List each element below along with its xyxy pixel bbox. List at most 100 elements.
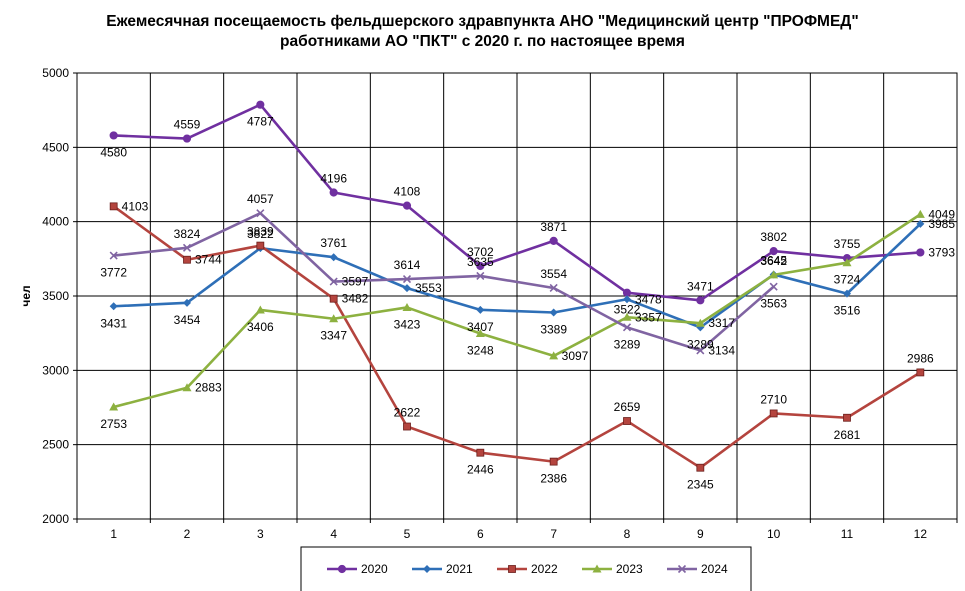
- data-label-2020: 4108: [394, 185, 421, 199]
- x-tick-label: 10: [767, 527, 781, 541]
- data-label-2022: 2986: [907, 351, 934, 365]
- data-labels: 4580 4559 4787 4196 4108 3702 3871 3522 3471 3802…: [100, 115, 955, 492]
- data-point-2023: [255, 305, 265, 314]
- x-tick-label: 12: [914, 527, 928, 541]
- data-label-2021: 3289: [687, 337, 714, 351]
- series-2020: [109, 100, 925, 305]
- data-point-2024: [109, 251, 118, 260]
- data-label-2023: 3642: [760, 254, 787, 268]
- x-axis: 1 2 3 4 5 6 7 8 9 10 11 12: [76, 519, 958, 541]
- legend-marker-2023: [592, 564, 602, 573]
- data-label-2021: 3431: [100, 316, 127, 330]
- data-label-2023: 3317: [708, 316, 735, 330]
- data-label-2024: 3772: [100, 266, 127, 280]
- data-point-2022: [256, 241, 265, 250]
- legend-item-2021: 2021: [412, 562, 473, 576]
- data-point-2021: [843, 289, 851, 298]
- data-point-2020: [402, 201, 412, 210]
- legend-label-2024: 2024: [701, 562, 728, 576]
- data-point-2024: [402, 274, 412, 284]
- x-tick-label: 2: [184, 527, 191, 541]
- data-label-2023: 2753: [100, 417, 127, 431]
- data-label-2020: 4559: [174, 118, 201, 132]
- data-point-2023: [622, 312, 632, 321]
- legend-marker-2021: [423, 565, 431, 573]
- data-label-2020: 4787: [247, 115, 274, 129]
- data-label-2021: 3407: [467, 320, 494, 334]
- data-label-2021: 3389: [540, 323, 567, 337]
- data-point-2021: [329, 253, 338, 262]
- series-line-2024: [113, 211, 775, 352]
- data-point-2022: [329, 294, 338, 303]
- x-tick-label: 11: [841, 527, 854, 541]
- data-point-2020: [329, 188, 338, 197]
- data-label-2021: 3761: [320, 236, 347, 250]
- data-label-2024: 3289: [614, 337, 641, 351]
- data-label-2022: 2345: [687, 478, 714, 492]
- data-point-2024: [182, 243, 192, 252]
- data-label-2023: 3347: [320, 329, 347, 343]
- data-label-2022: 2681: [834, 428, 861, 442]
- data-point-2024: [769, 282, 778, 291]
- data-point-2024: [696, 346, 705, 355]
- data-label-2021: 3478: [635, 292, 662, 306]
- data-point-2022: [549, 457, 558, 466]
- data-label-2021: 3553: [415, 281, 442, 295]
- data-label-2020: 4580: [100, 145, 127, 159]
- series-line-2020: [113, 103, 921, 302]
- data-point-2021: [623, 295, 631, 304]
- data-label-2024: 3134: [708, 343, 735, 357]
- data-label-2024: 3635: [467, 255, 494, 269]
- data-point-2022: [696, 463, 705, 472]
- data-label-2021: 3822: [247, 227, 274, 241]
- data-point-2022: [183, 255, 191, 264]
- data-label-2024: 3614: [394, 258, 421, 272]
- data-point-2022: [623, 417, 631, 425]
- y-tick-label: 3000: [42, 363, 69, 377]
- data-label-2020: 3755: [834, 237, 861, 251]
- data-label-2023: 3357: [635, 310, 662, 324]
- data-label-2024: 3563: [760, 297, 787, 311]
- data-point-2024: [476, 271, 485, 280]
- data-label-2022: 3482: [342, 292, 369, 306]
- data-label-2022: 3744: [195, 253, 222, 267]
- data-label-2022: 2386: [540, 472, 567, 486]
- data-point-2020: [916, 248, 925, 257]
- y-tick-label: 5000: [42, 66, 69, 80]
- data-point-2024: [549, 283, 558, 293]
- data-point-2021: [109, 302, 118, 311]
- data-point-2023: [475, 328, 485, 337]
- data-label-2020: 3802: [760, 230, 787, 244]
- y-tick-label: 2000: [42, 512, 69, 526]
- data-label-2020: 3793: [928, 245, 955, 259]
- data-point-2023: [695, 318, 705, 327]
- legend-item-2023: 2023: [582, 562, 643, 576]
- y-tick-label: 4000: [42, 215, 69, 229]
- data-label-2023: 3724: [834, 273, 861, 287]
- y-tick-label: 2500: [42, 438, 69, 452]
- data-point-2022: [769, 409, 778, 418]
- data-point-2020: [622, 288, 632, 297]
- data-point-2022: [843, 413, 851, 422]
- legend-marker-2020: [337, 564, 347, 574]
- data-label-2023: 3406: [247, 320, 274, 334]
- legend: 2020 2021 2022 2023 2024: [300, 546, 752, 591]
- data-point-2020: [696, 296, 705, 305]
- data-point-2020: [769, 247, 778, 256]
- x-tick-label: 8: [624, 527, 631, 541]
- data-label-2020: 3871: [540, 220, 567, 234]
- data-point-2023: [182, 383, 192, 392]
- legend-item-2024: 2024: [667, 562, 728, 576]
- data-label-2024: 3824: [174, 227, 201, 241]
- gridlines: [77, 72, 957, 520]
- data-label-2023: 3248: [467, 343, 494, 357]
- series-2023: [109, 209, 925, 411]
- data-point-2022: [916, 368, 925, 377]
- data-label-2023: 3097: [562, 349, 589, 363]
- legend-item-2022: 2022: [497, 562, 558, 576]
- data-point-2023: [109, 402, 119, 411]
- data-point-2021: [183, 298, 191, 307]
- x-tick-label: 1: [110, 527, 117, 541]
- data-label-2024: 3597: [342, 275, 369, 289]
- series-group: [109, 100, 925, 472]
